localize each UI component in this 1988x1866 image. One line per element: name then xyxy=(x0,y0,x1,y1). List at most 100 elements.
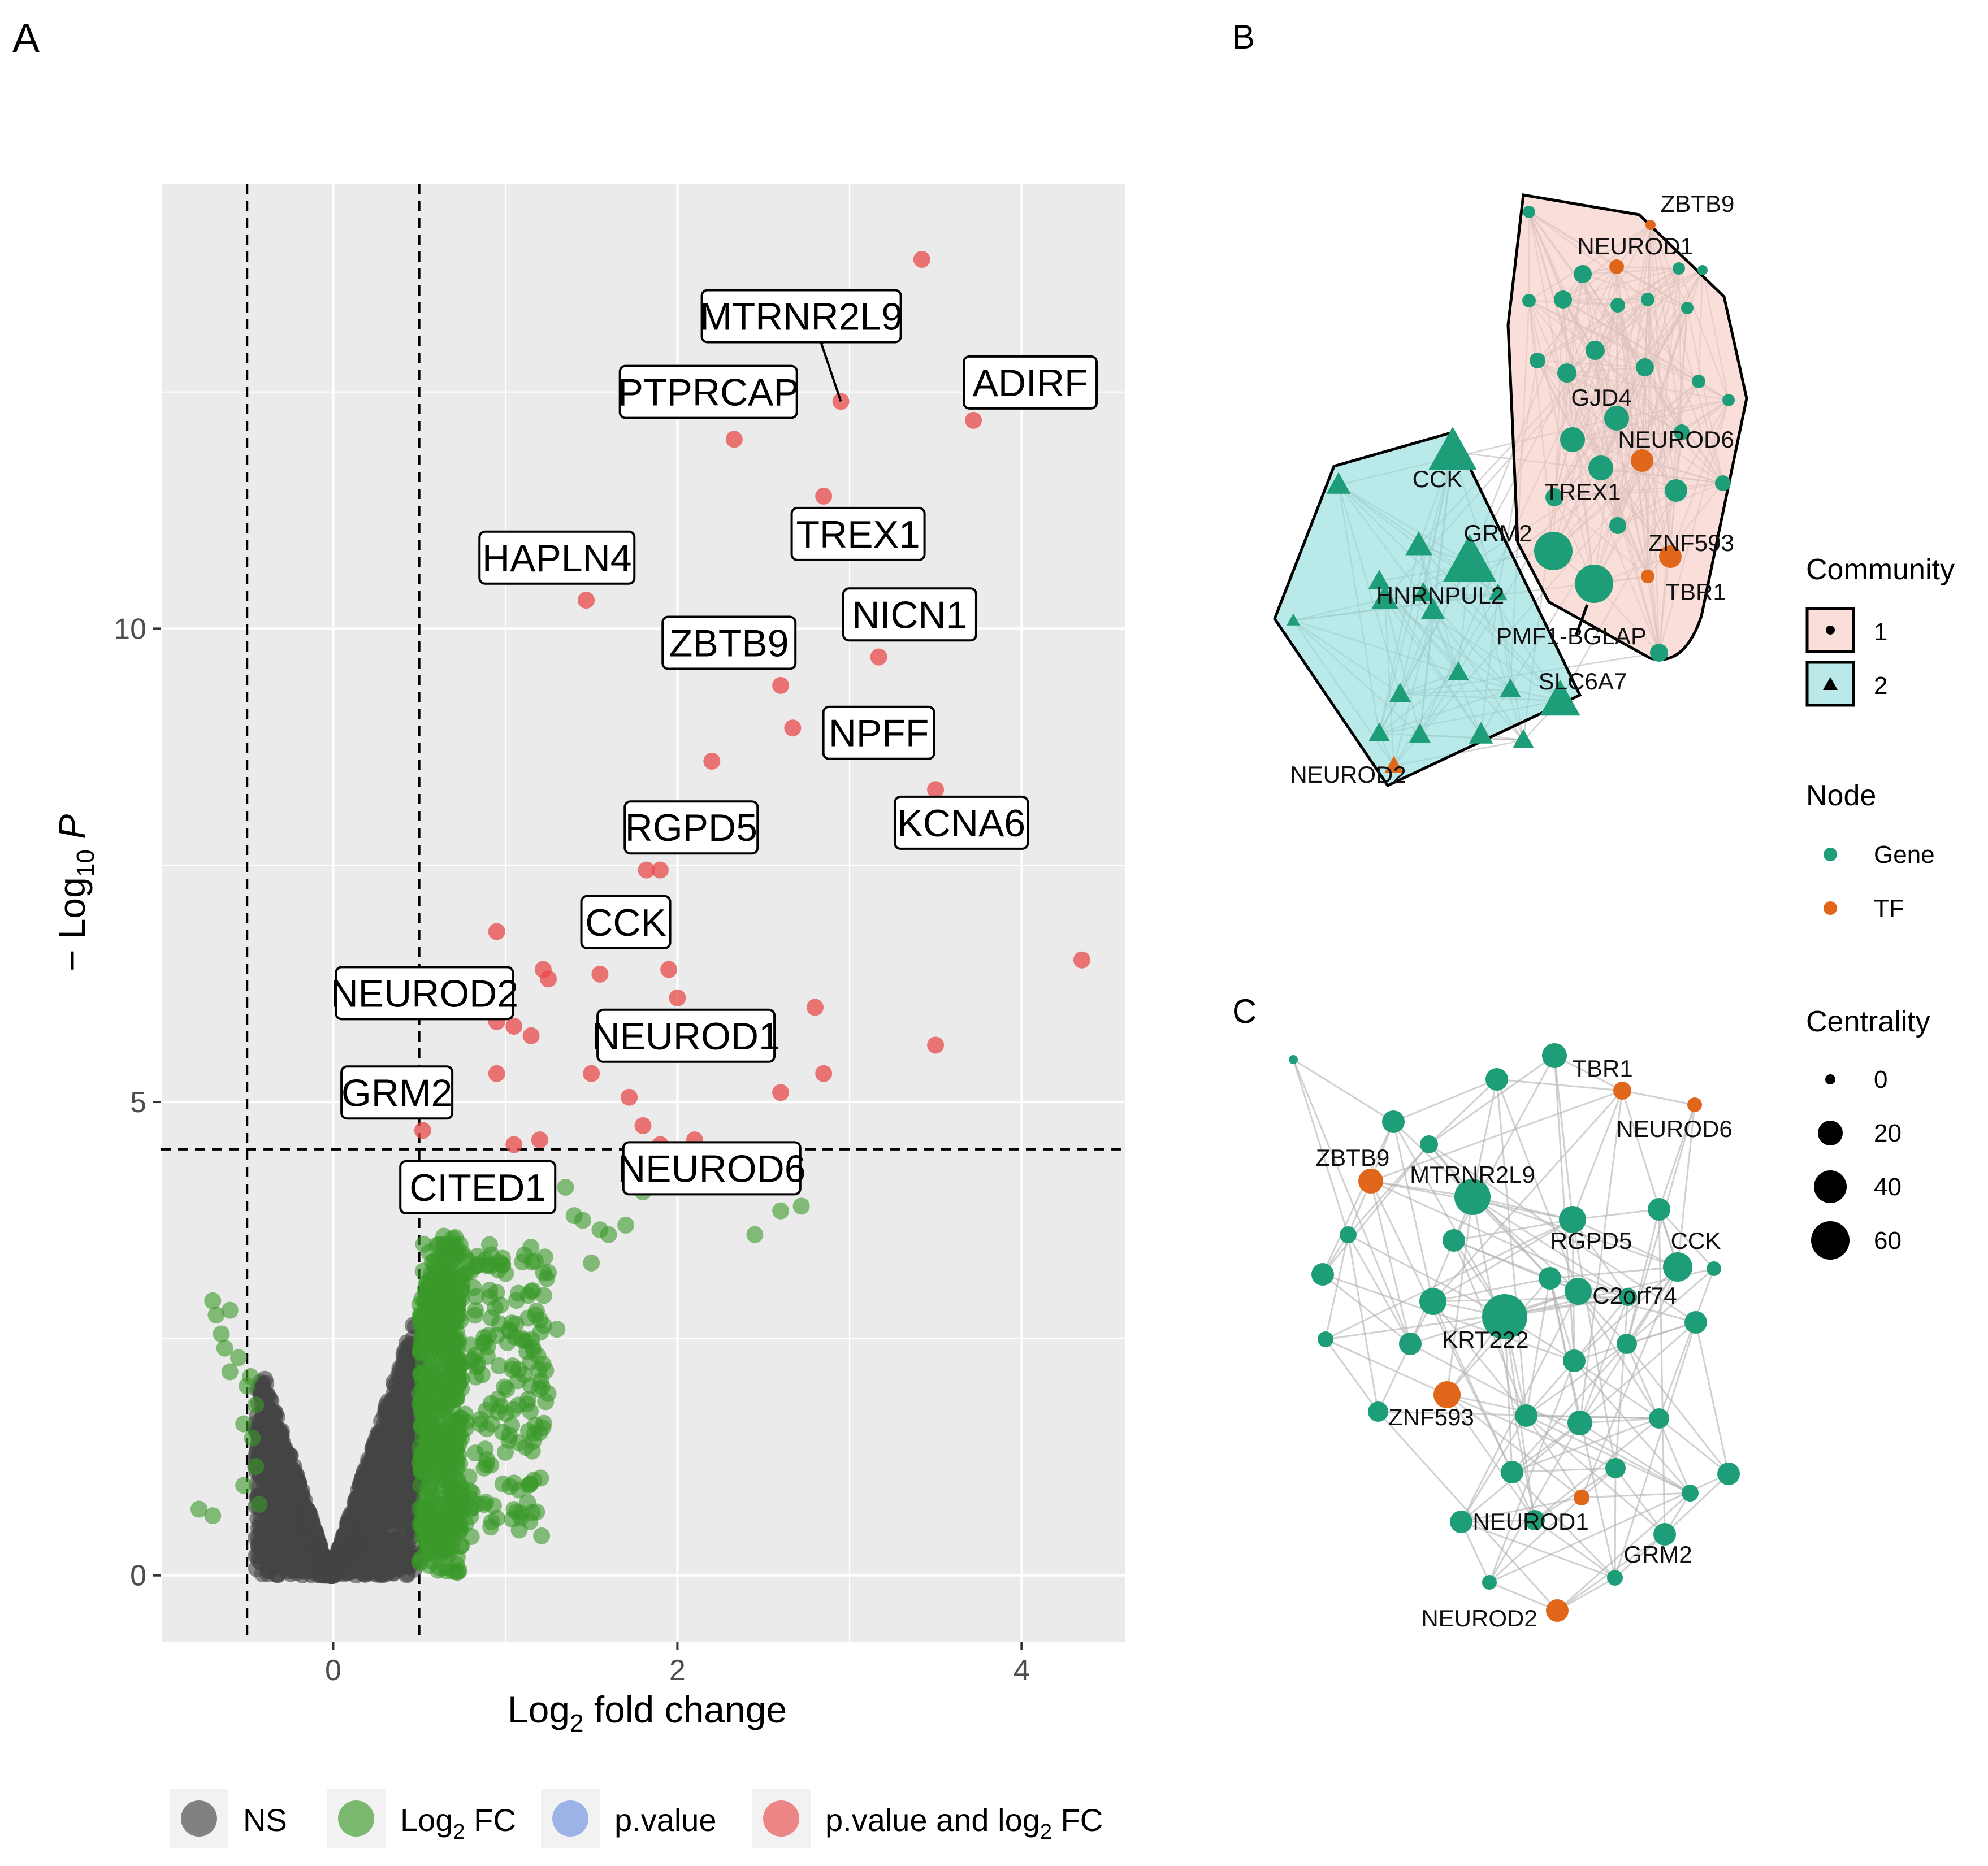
significant-point xyxy=(815,487,833,505)
b-node-label: TREX1 xyxy=(1544,479,1621,505)
c-edge xyxy=(1579,1321,1696,1424)
panel-label-c: C xyxy=(1232,992,1257,1030)
c-gene-node xyxy=(1289,1055,1298,1064)
b-gene-node xyxy=(1488,583,1508,601)
c-edge xyxy=(1322,1273,1575,1362)
legend-label-p: p.value xyxy=(614,1802,717,1838)
gene-label-text: ZBTB9 xyxy=(669,622,789,665)
c-edge xyxy=(1428,1054,1555,1145)
b-gene-node xyxy=(1557,363,1576,383)
fc-point xyxy=(496,1443,514,1461)
gene-label-text: NICN1 xyxy=(852,593,967,636)
c-gene-node xyxy=(1542,1043,1567,1068)
fc-point xyxy=(488,1283,505,1301)
fc-point xyxy=(537,1393,555,1411)
significant-point xyxy=(522,1027,540,1044)
b-gene-node xyxy=(1673,262,1685,275)
fc-point xyxy=(449,1366,466,1383)
fc-point xyxy=(490,1253,508,1271)
c-edge xyxy=(1324,1234,1349,1340)
c-node-label: KRT222 xyxy=(1442,1326,1528,1353)
significant-point xyxy=(488,923,505,940)
c-gene-node xyxy=(1563,1349,1586,1372)
centrality-label-60: 60 xyxy=(1874,1227,1902,1255)
c-node-label: CCK xyxy=(1671,1227,1721,1254)
fc-point xyxy=(540,1264,557,1281)
c-edge xyxy=(1579,1417,1660,1424)
fc-point xyxy=(451,1306,468,1323)
c-gene-node xyxy=(1565,1278,1592,1305)
ns-point xyxy=(304,1545,321,1563)
ns-point xyxy=(263,1452,281,1469)
c-edge xyxy=(1489,1581,1558,1612)
fc-point xyxy=(583,1254,600,1272)
c-edge xyxy=(1347,1234,1411,1344)
c-edge xyxy=(1410,1343,1691,1494)
gene-label-text: MTRNR2L9 xyxy=(700,296,903,339)
b-gene-node xyxy=(1641,293,1654,306)
c-tf-node xyxy=(1687,1097,1702,1112)
ns-point xyxy=(317,1565,335,1582)
significant-point xyxy=(583,1065,600,1082)
fc-point xyxy=(419,1426,436,1443)
c-edge xyxy=(1348,1234,1505,1318)
c-edge xyxy=(1549,1266,1678,1279)
fc-point xyxy=(475,1496,493,1513)
fc-point xyxy=(478,1257,495,1274)
significant-point xyxy=(669,989,686,1006)
gene-label-box xyxy=(700,289,902,344)
gene-label-text: CITED1 xyxy=(409,1166,546,1209)
gene-key-dot-icon xyxy=(1824,848,1837,861)
c-edge xyxy=(1658,1208,1715,1270)
b-node-label: TBR1 xyxy=(1665,579,1726,605)
fc-point xyxy=(424,1553,441,1570)
fc-points xyxy=(190,1178,810,1581)
c-node-label: GRM2 xyxy=(1623,1541,1692,1568)
b-node-label: SLC6A7 xyxy=(1539,668,1627,695)
b-gene-node xyxy=(1715,475,1731,491)
c-gene-node xyxy=(1649,1408,1669,1429)
gene-label-box xyxy=(822,705,935,760)
b-gene-node xyxy=(1443,534,1497,582)
centrality-legend-title: Centrality xyxy=(1806,1005,1930,1038)
b-gene-node xyxy=(1522,294,1536,307)
c-tf-node xyxy=(1358,1169,1383,1194)
fc-point xyxy=(508,1292,525,1309)
gene-label-box xyxy=(335,966,514,1021)
ns-point xyxy=(395,1461,412,1478)
fc-point xyxy=(519,1309,537,1327)
b-gene-node xyxy=(1448,661,1469,680)
b-gene-node xyxy=(1560,427,1585,452)
c-edge xyxy=(1472,1196,1628,1298)
centrality-label-40: 40 xyxy=(1874,1173,1902,1201)
fc-point xyxy=(419,1487,436,1504)
c-edge xyxy=(1461,1519,1535,1523)
fc-point xyxy=(216,1339,233,1357)
b-gene-node xyxy=(1540,679,1580,716)
c-edge xyxy=(1453,1218,1573,1242)
b-gene-node xyxy=(1534,532,1573,570)
fc-point xyxy=(414,1444,432,1461)
c-edge xyxy=(1553,1055,1575,1361)
significant-point xyxy=(651,861,669,879)
b-gene-node xyxy=(1586,341,1605,360)
c-edge xyxy=(1370,1180,1628,1298)
c-edge xyxy=(1511,1471,1616,1579)
c-gene-node xyxy=(1443,1229,1465,1252)
c-gene-node xyxy=(1539,1267,1561,1290)
c-gene-node xyxy=(1605,1458,1626,1478)
panel-a-volcano: MTRNR2L9 PTPRCAP ADIRF TREX1 HAPLN4 NICN1 ZBTB… xyxy=(51,184,1125,1848)
fc-point xyxy=(428,1529,445,1546)
gene-label-text: HAPLN4 xyxy=(482,537,632,580)
fc-point xyxy=(477,1440,494,1458)
c-tf-node xyxy=(1613,1082,1631,1100)
ns-point xyxy=(391,1502,409,1519)
community-1-dot-icon xyxy=(1826,626,1835,635)
c-gene-node xyxy=(1501,1461,1523,1483)
c-edge xyxy=(1626,1268,1714,1345)
c-edge xyxy=(1526,1343,1627,1417)
c-gene-node xyxy=(1663,1252,1692,1282)
c-edge xyxy=(1392,1121,1474,1198)
centrality-label-20: 20 xyxy=(1874,1119,1902,1147)
x-tick-label: 0 xyxy=(325,1654,341,1687)
